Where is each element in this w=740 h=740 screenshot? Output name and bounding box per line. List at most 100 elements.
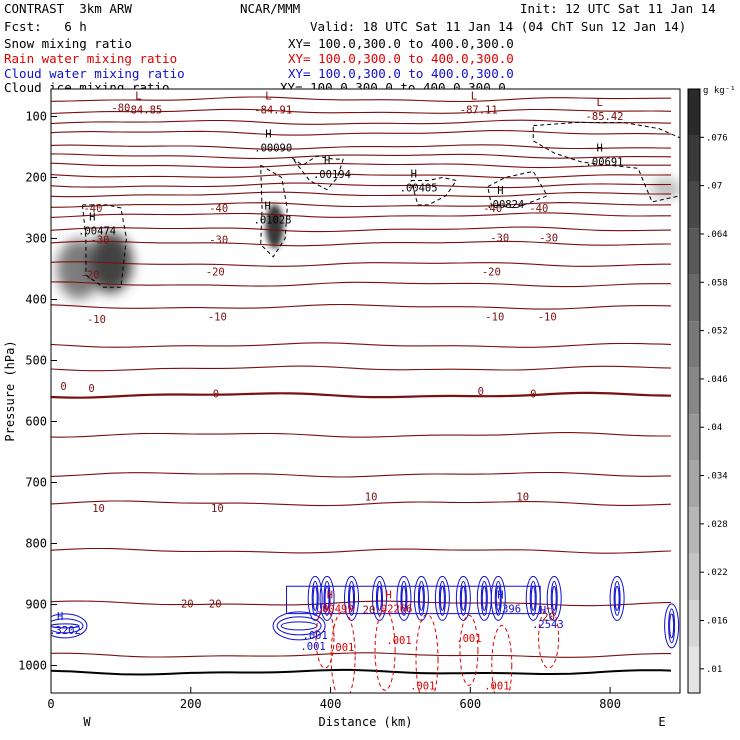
cloud-water-contour [455, 575, 471, 621]
legend-cloud-water: Cloud water mixing ratio [4, 66, 185, 81]
rain-label: .001 [410, 681, 435, 693]
contour-label: -30 [490, 232, 509, 244]
extremum-marker: H [327, 590, 333, 602]
contour-label: -10 [87, 314, 106, 326]
contour-label: -40 [529, 203, 548, 215]
rain-contour [491, 625, 513, 693]
temperature-contour [51, 191, 672, 198]
temperature-contour [51, 144, 672, 150]
cloud-water-contour [480, 580, 488, 616]
temperature-contour [51, 212, 671, 218]
extremum-marker: L [597, 97, 603, 109]
temperature-contour [51, 600, 672, 607]
contour-label: 10 [365, 492, 378, 504]
colorbar-tick-label: .022 [706, 568, 728, 578]
extremum-marker: L [265, 90, 271, 102]
legend-snow-xy: XY= 100.0,300.0 to 400.0,300.0 [288, 36, 514, 51]
cloud-water-contour [609, 575, 625, 621]
forecast-hour: Fcst: 6 h [4, 19, 87, 34]
contour-label: 0 [60, 381, 66, 393]
plot-area [51, 89, 680, 693]
y-tick-label: 500 [25, 353, 47, 367]
x-axis-label: Distance (km) [319, 715, 413, 729]
colorbar-tick-label: .07 [706, 182, 722, 192]
cloud-water-contour [613, 580, 621, 616]
temperature-contour [51, 668, 672, 676]
extremum-marker: H [57, 611, 63, 623]
cloud-water-contour [529, 580, 537, 616]
extremum-marker: H [497, 185, 503, 197]
x-tick-label: 800 [599, 697, 621, 711]
temperature-contour [51, 240, 672, 247]
cloud-water-contour [344, 575, 360, 621]
contour-label: -30 [209, 235, 228, 247]
cloud-water-contour [551, 585, 557, 611]
temperature-contour [51, 303, 672, 310]
cloud-water-contour [550, 580, 558, 616]
y-tick-label: 300 [25, 231, 47, 245]
colorbar-segment [688, 274, 700, 322]
colorbar-tick-label: .052 [706, 327, 728, 337]
extremum-value: .3202 [49, 625, 81, 637]
extremum-value: .00824 [486, 199, 524, 211]
extremum-marker: H [324, 155, 330, 167]
extremum-marker: H [265, 128, 271, 140]
cloud-water-contour [434, 575, 450, 621]
temperature-contour [51, 108, 672, 115]
extremum-marker: H [265, 200, 271, 212]
cloud-water-contour [51, 613, 88, 639]
rain-contour [459, 614, 479, 686]
extremum-value: .00691 [586, 156, 624, 168]
colorbar-segment [688, 321, 700, 368]
temperature-contour [51, 432, 671, 438]
cloud-water-contour [51, 623, 80, 629]
extremum-value: -84.91 [254, 104, 292, 116]
extremum-marker: H [89, 211, 95, 223]
cloud-water-contour [490, 575, 506, 621]
init-time: Init: 12 UTC Sat 11 Jan 14 [520, 1, 716, 16]
extremum-value: .01028 [254, 214, 292, 226]
x-tick-label: 0 [47, 697, 54, 711]
legend-cloud-water-xy: XY= 100.0,300.0 to 400.0,300.0 [288, 66, 514, 81]
plot-frame [50, 88, 681, 694]
cloud-ice-contour [410, 176, 458, 206]
extremum-marker: L [471, 90, 477, 102]
extremum-value: .2543 [532, 619, 564, 631]
west-endpoint-label: W [83, 715, 91, 729]
cloud-water-contour [307, 575, 323, 621]
contour-label: -30 [90, 235, 109, 247]
cloud-water-contour [546, 575, 562, 621]
extremum-marker: H [385, 590, 391, 602]
cloud-water-contour [669, 613, 675, 639]
cloud-water-contour [51, 618, 84, 634]
legend-snow: Snow mixing ratio [4, 36, 132, 51]
extremum-marker: H [597, 142, 603, 154]
contour-label: 0 [530, 388, 536, 400]
temperature-contour [51, 202, 672, 208]
contour-label: -10 [208, 312, 227, 324]
y-tick-label: 100 [25, 109, 47, 123]
colorbar-frame [687, 88, 701, 694]
contour-label: 10 [211, 503, 224, 515]
colorbar-segment [688, 553, 700, 601]
colorbar-tick-label: .028 [706, 520, 728, 530]
cloud-water-contour [614, 585, 620, 611]
cloud-water-contour [459, 580, 467, 616]
x-tick-label: 400 [320, 697, 342, 711]
cloud-water-contour [348, 580, 356, 616]
rain-label: .001 [456, 633, 481, 645]
colorbar-tick-label: .034 [706, 472, 728, 482]
temperature-contour [51, 261, 671, 267]
x-tick-label: 200 [180, 697, 202, 711]
temperature-contour [51, 226, 672, 233]
cloud-water-contour [375, 580, 383, 616]
colorbar-segment [688, 228, 700, 275]
colorbar-segment [688, 181, 700, 229]
colorbar-tick-label: .076 [706, 133, 728, 143]
contour-label: 10 [92, 503, 105, 515]
extremum-marker: L [135, 90, 141, 102]
extremum-marker: H [411, 169, 417, 181]
valid-time: Valid: 18 UTC Sat 11 Jan 14 (04 ChT Sun … [310, 19, 687, 34]
colorbar-segment [688, 460, 700, 508]
contour-label: 10 [516, 492, 529, 504]
